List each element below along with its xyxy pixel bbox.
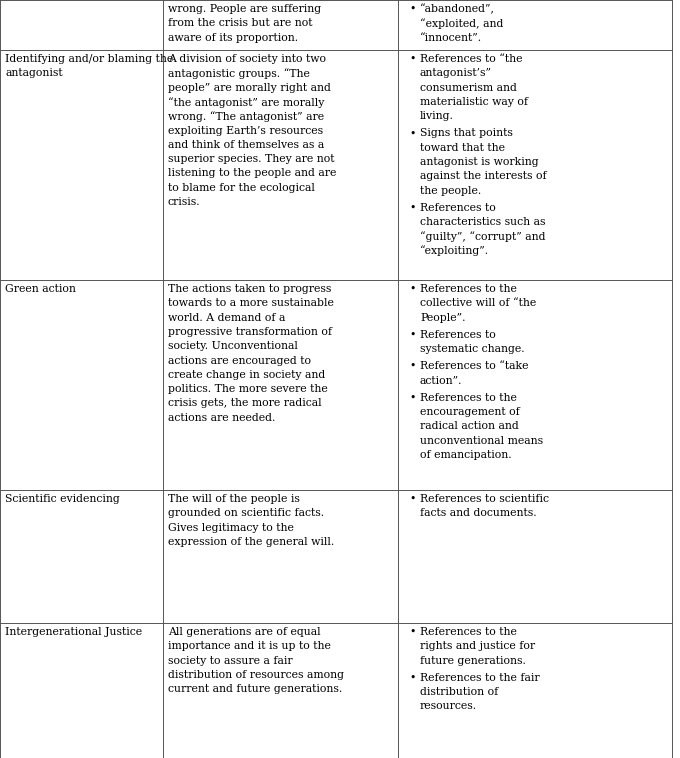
Text: References to: References to <box>420 202 496 213</box>
Text: “exploited, and: “exploited, and <box>420 18 503 29</box>
Text: People”.: People”. <box>420 312 466 323</box>
Text: exploiting Earth’s resources: exploiting Earth’s resources <box>168 126 323 136</box>
Text: actions are encouraged to: actions are encouraged to <box>168 356 311 365</box>
Text: Green action: Green action <box>5 284 76 294</box>
Text: crisis gets, the more radical: crisis gets, the more radical <box>168 399 322 409</box>
Text: crisis.: crisis. <box>168 197 201 207</box>
Text: wrong. “The antagonist” are: wrong. “The antagonist” are <box>168 111 324 122</box>
Text: aware of its proportion.: aware of its proportion. <box>168 33 298 42</box>
Text: References to “take: References to “take <box>420 362 528 371</box>
Text: towards to a more sustainable: towards to a more sustainable <box>168 299 334 309</box>
Text: References to: References to <box>420 330 496 340</box>
Text: antagonist is working: antagonist is working <box>420 157 539 167</box>
Text: unconventional means: unconventional means <box>420 436 543 446</box>
Text: Scientific evidencing: Scientific evidencing <box>5 494 120 504</box>
Text: and think of themselves as a: and think of themselves as a <box>168 139 324 150</box>
Text: “abandoned”,: “abandoned”, <box>420 4 495 14</box>
Text: distribution of: distribution of <box>420 687 498 697</box>
Text: •: • <box>409 54 415 64</box>
Text: References to the: References to the <box>420 393 517 402</box>
Text: actions are needed.: actions are needed. <box>168 412 275 423</box>
Text: Identifying and/or blaming the: Identifying and/or blaming the <box>5 54 173 64</box>
Text: progressive transformation of: progressive transformation of <box>168 327 332 337</box>
Text: References to the: References to the <box>420 627 517 637</box>
Text: importance and it is up to the: importance and it is up to the <box>168 641 331 651</box>
Text: •: • <box>409 4 415 14</box>
Text: people” are morally right and: people” are morally right and <box>168 83 331 92</box>
Text: •: • <box>409 362 415 371</box>
Text: “innocent”.: “innocent”. <box>420 33 482 42</box>
Text: resources.: resources. <box>420 701 477 711</box>
Text: wrong. People are suffering: wrong. People are suffering <box>168 4 321 14</box>
Text: characteristics such as: characteristics such as <box>420 217 545 227</box>
Text: References to “the: References to “the <box>420 54 522 64</box>
Text: All generations are of equal: All generations are of equal <box>168 627 321 637</box>
Text: expression of the general will.: expression of the general will. <box>168 537 335 547</box>
Text: against the interests of: against the interests of <box>420 171 547 181</box>
Text: •: • <box>409 202 415 213</box>
Text: References to the fair: References to the fair <box>420 673 540 683</box>
Text: consumerism and: consumerism and <box>420 83 517 92</box>
Text: distribution of resources among: distribution of resources among <box>168 670 344 680</box>
Text: grounded on scientific facts.: grounded on scientific facts. <box>168 509 324 518</box>
Text: •: • <box>409 627 415 637</box>
Text: to blame for the ecological: to blame for the ecological <box>168 183 315 193</box>
Text: “guilty”, “corrupt” and: “guilty”, “corrupt” and <box>420 231 545 242</box>
Text: action”.: action”. <box>420 375 462 386</box>
Text: materialistic way of: materialistic way of <box>420 97 528 107</box>
Text: collective will of “the: collective will of “the <box>420 299 537 309</box>
Text: •: • <box>409 673 415 683</box>
Text: current and future generations.: current and future generations. <box>168 684 342 694</box>
Text: The actions taken to progress: The actions taken to progress <box>168 284 331 294</box>
Text: listening to the people and are: listening to the people and are <box>168 168 337 178</box>
Text: The will of the people is: The will of the people is <box>168 494 300 504</box>
Text: References to the: References to the <box>420 284 517 294</box>
Text: superior species. They are not: superior species. They are not <box>168 154 335 164</box>
Text: living.: living. <box>420 111 454 121</box>
Text: toward that the: toward that the <box>420 143 505 152</box>
Text: future generations.: future generations. <box>420 656 526 666</box>
Text: society to assure a fair: society to assure a fair <box>168 656 292 666</box>
Text: systematic change.: systematic change. <box>420 344 525 354</box>
Text: rights and justice for: rights and justice for <box>420 641 535 651</box>
Text: politics. The more severe the: politics. The more severe the <box>168 384 328 394</box>
Text: •: • <box>409 393 415 402</box>
Text: antagonist’s”: antagonist’s” <box>420 68 492 78</box>
Text: Signs that points: Signs that points <box>420 128 513 139</box>
Text: society. Unconventional: society. Unconventional <box>168 341 298 351</box>
Text: from the crisis but are not: from the crisis but are not <box>168 18 313 28</box>
Text: facts and documents.: facts and documents. <box>420 509 537 518</box>
Text: A division of society into two: A division of society into two <box>168 54 326 64</box>
Text: •: • <box>409 128 415 139</box>
Text: world. A demand of a: world. A demand of a <box>168 312 286 323</box>
Text: create change in society and: create change in society and <box>168 370 325 380</box>
Text: antagonist: antagonist <box>5 68 63 78</box>
Text: •: • <box>409 284 415 294</box>
Text: of emancipation.: of emancipation. <box>420 450 511 460</box>
Text: encouragement of: encouragement of <box>420 407 520 417</box>
Text: •: • <box>409 494 415 504</box>
Text: References to scientific: References to scientific <box>420 494 549 504</box>
Text: radical action and: radical action and <box>420 421 519 431</box>
Text: antagonistic groups. “The: antagonistic groups. “The <box>168 68 310 79</box>
Text: “exploiting”.: “exploiting”. <box>420 246 489 256</box>
Text: •: • <box>409 330 415 340</box>
Text: the people.: the people. <box>420 186 481 196</box>
Text: Gives legitimacy to the: Gives legitimacy to the <box>168 522 294 533</box>
Text: Intergenerational Justice: Intergenerational Justice <box>5 627 142 637</box>
Text: “the antagonist” are morally: “the antagonist” are morally <box>168 97 324 108</box>
